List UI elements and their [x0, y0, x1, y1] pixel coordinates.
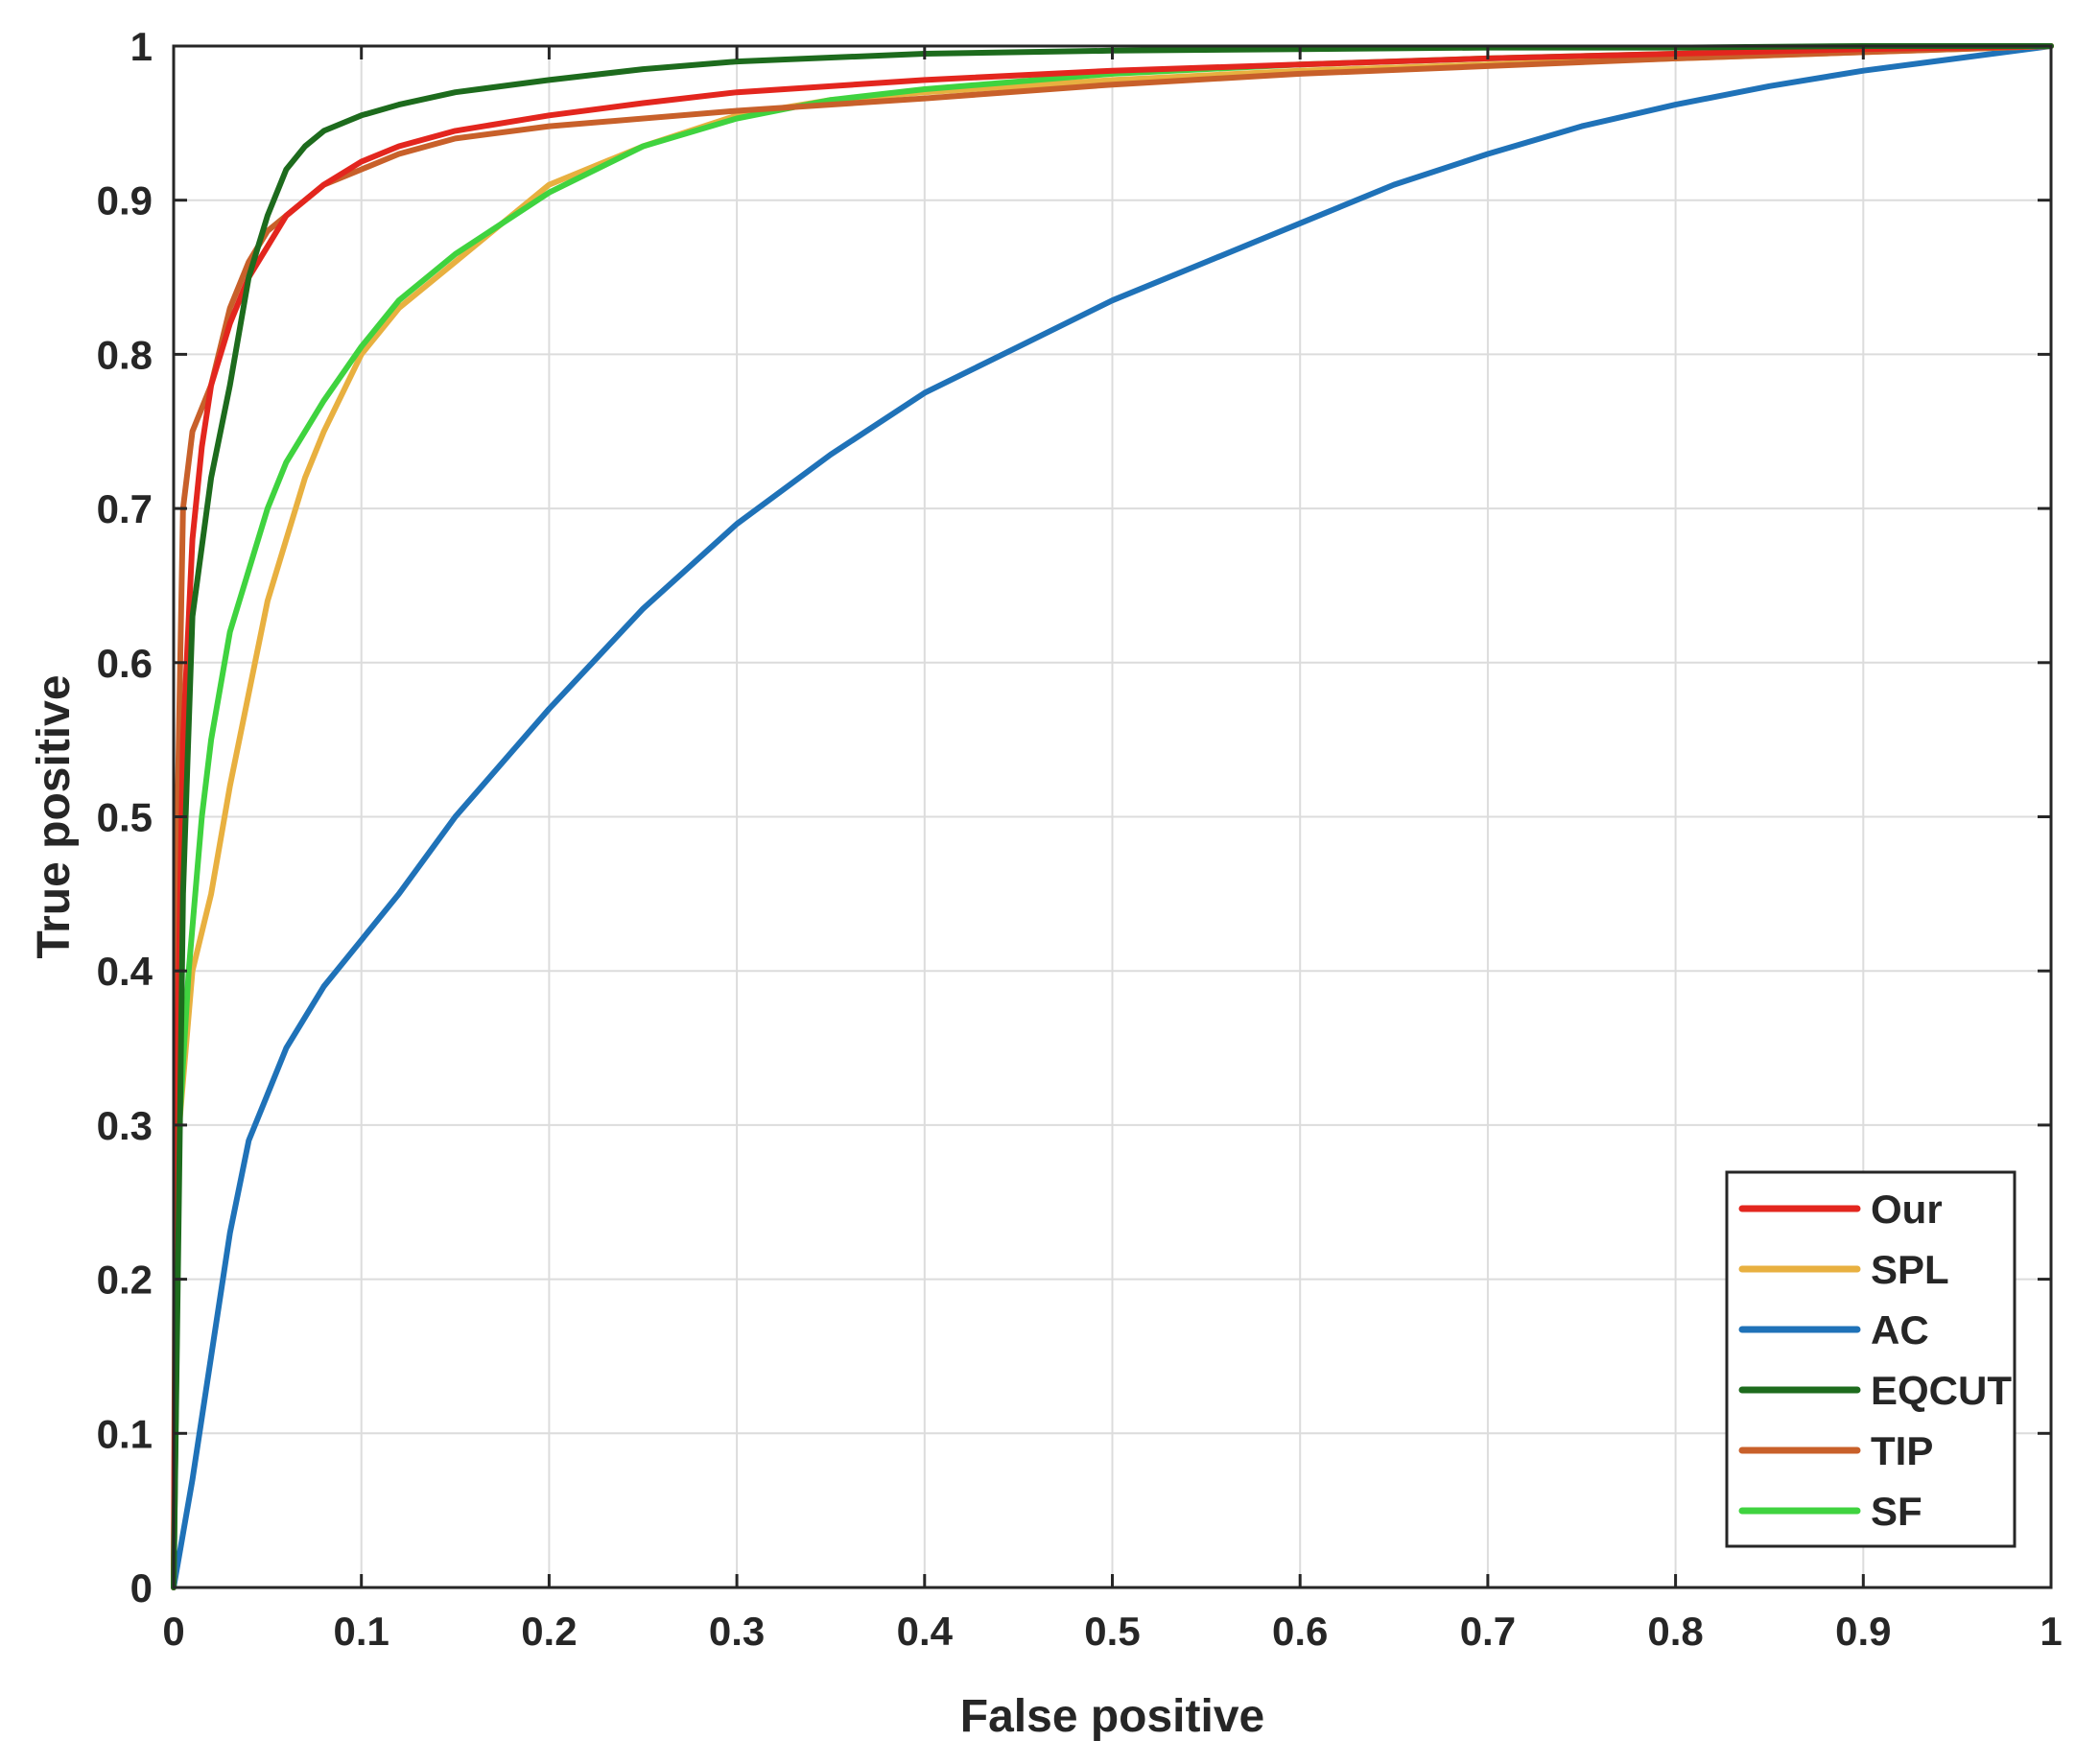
- y-tick-label: 0.7: [97, 486, 153, 531]
- x-axis-label: False positive: [960, 1691, 1264, 1742]
- legend-label-sf: SF: [1871, 1489, 1922, 1534]
- y-tick-label: 0.6: [97, 641, 153, 686]
- legend-label-our: Our: [1871, 1187, 1943, 1232]
- legend-label-ac: AC: [1871, 1307, 1929, 1352]
- x-tick-label: 0: [162, 1609, 184, 1654]
- y-tick-label: 0.2: [97, 1258, 153, 1303]
- y-tick-label: 1: [130, 24, 153, 69]
- x-tick-label: 0.7: [1460, 1609, 1516, 1654]
- y-tick-label: 0.8: [97, 332, 153, 377]
- legend-label-eqcut: EQCUT: [1871, 1368, 2012, 1413]
- x-tick-label: 0.9: [1835, 1609, 1891, 1654]
- x-tick-label: 0.8: [1647, 1609, 1703, 1654]
- y-tick-label: 0: [130, 1565, 153, 1611]
- series-line-our: [171, 43, 2054, 1590]
- series-line-eqcut: [171, 43, 2054, 1590]
- legend: Our SPL AC EQCUT TIP SF: [1725, 1170, 2016, 1548]
- x-tick-label: 0.2: [521, 1609, 577, 1654]
- x-tick-label: 1: [2040, 1609, 2062, 1654]
- y-tick-label: 0.9: [97, 178, 153, 223]
- x-tick-label: 0.3: [709, 1609, 765, 1654]
- y-axis-label: True positive: [29, 674, 80, 958]
- ticks: [172, 44, 2053, 1589]
- x-tick-label: 0.5: [1084, 1609, 1140, 1654]
- y-tick-label: 0.4: [97, 949, 153, 994]
- x-tick-label: 0.6: [1272, 1609, 1328, 1654]
- tick-labels: 0 0.1 0.2 0.3 0.4 0.5 0.6 0.7 0.8 0.9 1 0 0.1 0.2 0.3 0…: [97, 24, 2063, 1654]
- series-line-ac: [171, 43, 2054, 1590]
- y-tick-label: 0.5: [97, 795, 153, 840]
- x-tick-label: 0.1: [334, 1609, 389, 1654]
- legend-items: Our SPL AC EQCUT TIP SF: [1738, 1187, 2012, 1534]
- legend-label-spl: SPL: [1871, 1247, 1949, 1292]
- series-line-tip: [171, 43, 2054, 1590]
- legend-label-tip: TIP: [1871, 1428, 1933, 1473]
- legend-box: [1725, 1170, 2016, 1548]
- y-tick-label: 0.3: [97, 1103, 153, 1148]
- x-tick-label: 0.4: [897, 1609, 954, 1654]
- y-tick-label: 0.1: [97, 1411, 153, 1456]
- series-lines: [171, 43, 2054, 1590]
